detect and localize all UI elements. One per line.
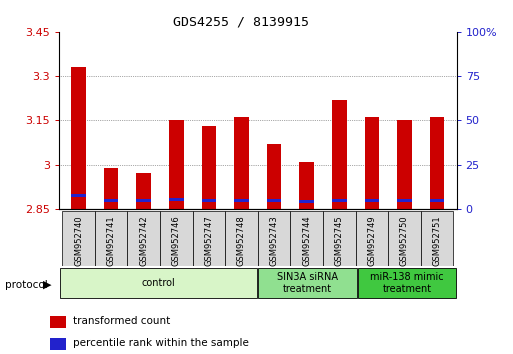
Text: GSM952751: GSM952751 [432, 215, 442, 266]
Text: GSM952750: GSM952750 [400, 215, 409, 266]
Bar [290, 211, 323, 266]
Text: percentile rank within the sample: percentile rank within the sample [73, 338, 248, 348]
Bar [225, 211, 258, 266]
Bar [192, 211, 225, 266]
Bar [430, 199, 444, 202]
Bar [323, 211, 356, 266]
Text: GSM952745: GSM952745 [335, 215, 344, 266]
Bar [136, 199, 151, 202]
Text: SIN3A siRNA
treatment: SIN3A siRNA treatment [277, 272, 338, 294]
Bar [62, 211, 95, 266]
Bar [388, 211, 421, 266]
Bar [60, 268, 257, 298]
Text: GSM952743: GSM952743 [269, 215, 279, 266]
Bar [332, 199, 347, 202]
Bar [258, 211, 290, 266]
Bar [95, 211, 127, 266]
Text: protocol: protocol [5, 280, 48, 290]
Bar [397, 199, 412, 202]
Bar [356, 211, 388, 266]
Text: miR-138 mimic
treatment: miR-138 mimic treatment [370, 272, 444, 294]
Bar [259, 268, 357, 298]
Bar [160, 211, 192, 266]
Bar [71, 194, 86, 197]
Bar [267, 144, 282, 209]
Bar [104, 167, 119, 209]
Text: GSM952746: GSM952746 [172, 215, 181, 266]
Bar [202, 199, 216, 202]
Text: transformed count: transformed count [73, 316, 170, 326]
Bar [267, 199, 282, 202]
Bar [50, 316, 66, 328]
Bar [365, 199, 379, 202]
Text: GSM952749: GSM952749 [367, 215, 377, 266]
Text: GSM952740: GSM952740 [74, 215, 83, 266]
Bar [358, 268, 456, 298]
Text: ▶: ▶ [43, 280, 51, 290]
Bar [430, 118, 444, 209]
Bar [127, 211, 160, 266]
Bar [104, 199, 119, 202]
Text: GSM952744: GSM952744 [302, 215, 311, 266]
Bar [299, 200, 314, 202]
Bar [169, 198, 184, 201]
Bar [299, 162, 314, 209]
Bar [421, 211, 453, 266]
Text: control: control [142, 278, 175, 288]
Text: GSM952747: GSM952747 [204, 215, 213, 266]
Text: GDS4255 / 8139915: GDS4255 / 8139915 [173, 16, 309, 29]
Bar [234, 199, 249, 202]
Bar [71, 67, 86, 209]
Text: GSM952748: GSM952748 [237, 215, 246, 266]
Text: GSM952742: GSM952742 [139, 215, 148, 266]
Bar [234, 118, 249, 209]
Bar [202, 126, 216, 209]
Bar [332, 100, 347, 209]
Bar [397, 120, 412, 209]
Bar [136, 173, 151, 209]
Text: GSM952741: GSM952741 [107, 215, 115, 266]
Bar [365, 118, 379, 209]
Bar [169, 120, 184, 209]
Bar [50, 338, 66, 350]
